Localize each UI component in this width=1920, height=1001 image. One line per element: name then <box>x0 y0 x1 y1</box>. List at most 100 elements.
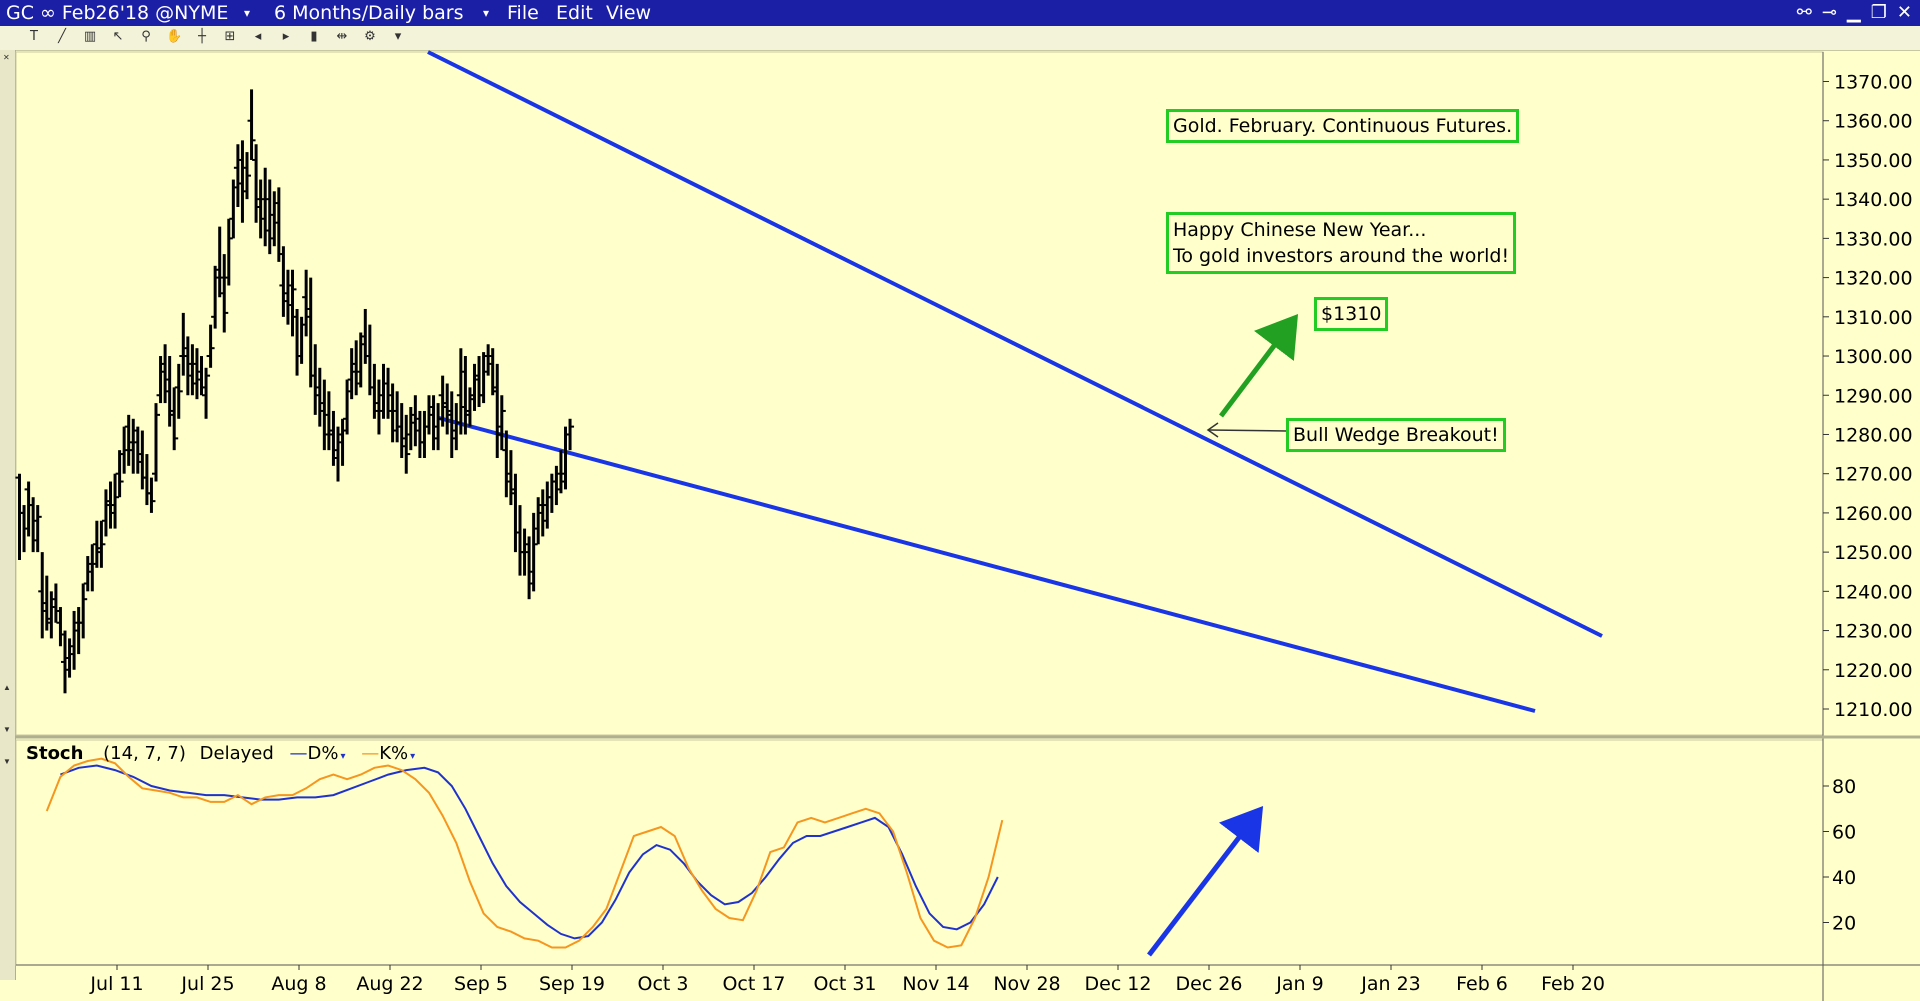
restore-icon[interactable]: ❐ <box>1870 2 1887 23</box>
ohlc-bar <box>79 583 88 639</box>
ohlc-bar <box>33 505 42 553</box>
minimize-icon[interactable]: ▁ <box>1846 2 1861 23</box>
chevron-down-icon[interactable]: ▾ <box>483 6 490 20</box>
price-tick-label: 1320.00 <box>1834 268 1913 290</box>
price-tick-label: 1240.00 <box>1834 581 1913 603</box>
date-tick-label: Jul 25 <box>180 973 234 995</box>
price-tick-label: 1270.00 <box>1834 464 1913 486</box>
pan-icon[interactable]: ✋ <box>166 29 183 44</box>
ohlc-bar <box>243 152 251 200</box>
annotation-target: $1310 <box>1314 297 1389 331</box>
line-tool-icon[interactable]: ╱ <box>58 29 66 44</box>
annotation-greeting: Happy Chinese New Year... To gold invest… <box>1166 212 1517 274</box>
chevron-down-icon[interactable]: ▾ <box>244 6 251 20</box>
annotation-breakout: Bull Wedge Breakout! <box>1286 418 1506 452</box>
stoch-delay: Delayed <box>199 743 274 764</box>
breakout-pointer <box>1207 429 1288 432</box>
price-pane-frame <box>15 51 1824 736</box>
date-axis: Jul 11 Jul 25 Aug 8 Aug 22 Sep 5 Sep 19 Oct 3 O… <box>89 965 1605 995</box>
link-icon[interactable]: ⚯ <box>1796 2 1812 23</box>
close-pane-icon[interactable]: ✕ <box>3 53 10 62</box>
k-label: K% <box>379 743 409 764</box>
stoch-params: (14, 7, 7) <box>103 743 186 764</box>
price-tick-label: 1230.00 <box>1834 621 1913 643</box>
price-tick-label: 1300.00 <box>1834 346 1913 368</box>
price-bars <box>15 89 575 694</box>
fit-icon[interactable]: ⊞ <box>224 29 236 44</box>
price-tick-label: 1340.00 <box>1834 189 1913 211</box>
text-tool-icon[interactable]: T <box>30 29 38 44</box>
scroll-down-icon[interactable]: ▼ <box>3 757 11 766</box>
scroll-up-icon[interactable]: ▲ <box>3 683 11 692</box>
ohlc-bar <box>174 363 183 419</box>
stoch-k-line <box>45 757 1004 949</box>
ohlc-bar <box>170 387 179 451</box>
price-tick-label: 1360.00 <box>1834 111 1913 133</box>
settings-icon[interactable]: ⚙ <box>364 29 376 44</box>
menu-edit[interactable]: Edit <box>556 2 593 24</box>
greeting-line-1: Happy Chinese New Year... <box>1173 219 1427 241</box>
date-tick-label: Nov 28 <box>993 973 1060 995</box>
ohlc-bar <box>206 324 215 368</box>
stoch-up-arrow <box>1147 806 1264 957</box>
price-tick-label: 1250.00 <box>1834 542 1913 564</box>
chevron-down-icon[interactable]: ▾ <box>410 751 416 762</box>
ohlc-bar <box>566 418 575 451</box>
date-tick-label: Feb 6 <box>1456 973 1508 995</box>
bar-spacing-icon[interactable]: ▮ <box>310 29 318 44</box>
date-tick-label: Dec 26 <box>1176 973 1243 995</box>
bar-tool-icon[interactable]: ▥ <box>83 29 97 44</box>
ohlc-bar <box>402 414 411 474</box>
menu-file[interactable]: File <box>507 2 539 24</box>
price-axis: 1210.00 1220.00 1230.00 1240.00 1250.00 1260.… <box>1823 72 1913 721</box>
ohlc-bar <box>220 254 229 333</box>
crosshair-icon[interactable]: ┼ <box>198 29 206 44</box>
more-icon[interactable]: ▾ <box>394 29 402 44</box>
d-label: D% <box>307 743 339 764</box>
ohlc-bar <box>147 477 156 513</box>
date-tick-label: Sep 5 <box>454 973 508 995</box>
stoch-name: Stoch <box>26 743 84 764</box>
ohlc-bar <box>497 395 506 451</box>
ohlc-bar <box>202 367 211 419</box>
date-tick-label: Nov 14 <box>902 973 969 995</box>
target-arrow <box>1219 314 1299 418</box>
stoch-legend[interactable]: Stoch (14, 7, 7) Delayed —D% ▾ —K% ▾ <box>26 743 426 769</box>
menu-view[interactable]: View <box>606 2 652 24</box>
ohlc-bar <box>97 520 106 568</box>
price-tick-label: 1330.00 <box>1834 228 1913 250</box>
timeframe-selector[interactable]: 6 Months/Daily bars <box>274 2 464 24</box>
symbol-selector[interactable]: GC ∞ Feb26'18 @NYME <box>6 2 229 24</box>
chevron-down-icon[interactable]: ▾ <box>340 751 346 762</box>
stoch-pane-frame <box>15 739 1824 966</box>
price-tick-label: 1290.00 <box>1834 385 1913 407</box>
date-tick-label: Jan 9 <box>1275 973 1323 995</box>
close-icon[interactable]: ✕ <box>1896 2 1912 23</box>
price-tick-label: 1280.00 <box>1834 424 1913 446</box>
stoch-d-line <box>60 764 999 940</box>
wedge-lower-trendline <box>438 416 1536 713</box>
price-tick-label: 1220.00 <box>1834 660 1913 682</box>
scroll-icon[interactable]: ▸ <box>282 29 290 44</box>
price-tick-label: 1310.00 <box>1834 307 1913 329</box>
wedge-upper-trendline <box>427 50 1603 638</box>
cursor-icon[interactable]: ↖ <box>112 29 124 44</box>
scroll-left-icon[interactable]: ◂ <box>254 29 262 44</box>
greeting-line-2: To gold investors around the world! <box>1173 245 1510 267</box>
price-tick-label: 1210.00 <box>1834 699 1913 721</box>
date-tick-label: Oct 3 <box>638 973 689 995</box>
scroll-down-icon[interactable]: ▼ <box>3 725 11 734</box>
date-tick-label: Feb 20 <box>1541 973 1605 995</box>
annotation-title-note: Gold. February. Continuous Futures. <box>1166 109 1520 143</box>
drawing-toolbar: T ╱ ▥ ↖ ⚲ ✋ ┼ ⊞ ◂ ▸ ▮ ⇹ ⚙ ▾ <box>0 26 1920 51</box>
date-tick-label: Aug 22 <box>356 973 423 995</box>
pin-icon[interactable]: ⊸ <box>1821 2 1837 23</box>
stochastic-pane <box>45 757 1004 949</box>
ohlc-bar <box>247 89 256 160</box>
split-icon[interactable]: ⇹ <box>336 29 348 44</box>
title-bar: GC ∞ Feb26'18 @NYME ▾ 6 Months/Daily bar… <box>0 0 1920 26</box>
stoch-tick-label: 40 <box>1832 867 1856 889</box>
zoom-icon[interactable]: ⚲ <box>141 29 151 44</box>
k-swatch: — <box>361 743 380 764</box>
